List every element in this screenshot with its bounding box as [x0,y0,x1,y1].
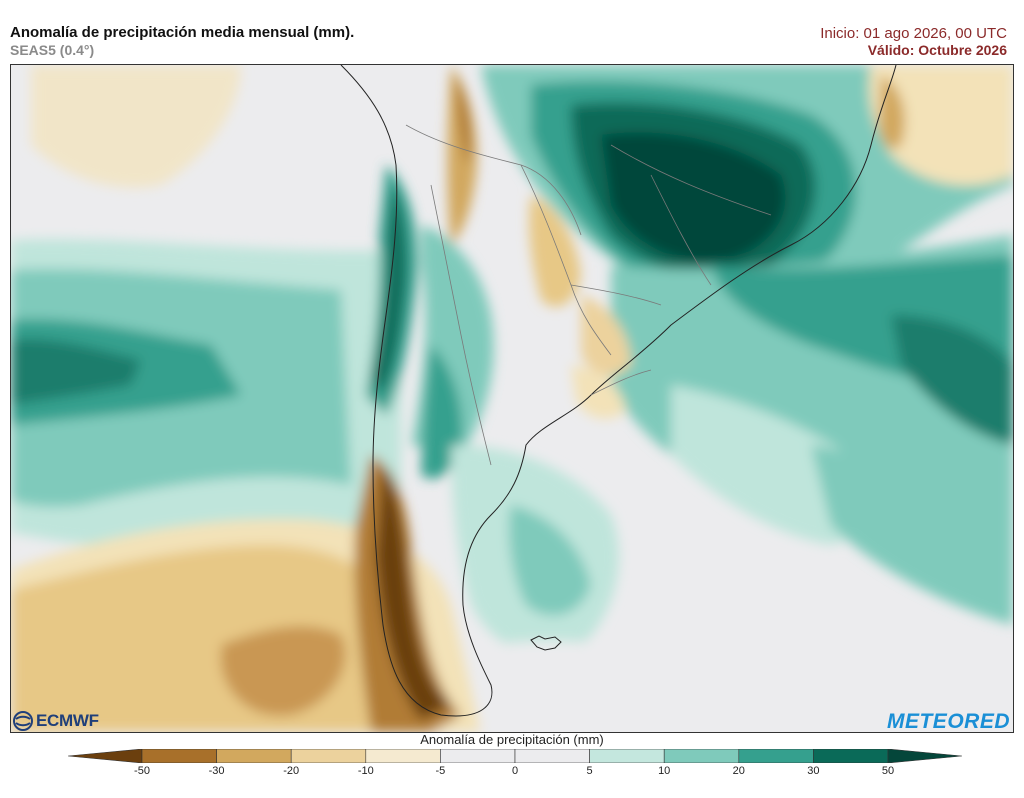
colorbar-tick-label: 5 [586,765,593,777]
colorbar-tick-label: -30 [208,765,225,777]
colorbar-tick-label: 30 [807,765,820,777]
ecmwf-logo-text: ECMWF [36,711,99,730]
ecmwf-swirl-icon [13,711,33,731]
colorbar-segment [589,749,665,763]
map-title: Anomalía de precipitación media mensual … [10,24,355,41]
colorbar-segment [514,749,590,763]
meteored-logo: METEORED [886,710,1010,733]
valid-date: Válido: Octubre 2026 [867,42,1007,58]
init-date: Inicio: 01 ago 2026, 00 UTC [820,25,1007,42]
colorbar-segment [440,749,516,763]
colorbar-segment [290,749,367,763]
precipitation-anomaly-map [10,64,1014,733]
colorbar-title: Anomalía de precipitación (mm) [420,732,604,747]
coastlines [340,65,897,717]
colorbar-tick-label: 20 [732,765,745,777]
colorbar-segment [663,749,740,763]
colorbar-extend-high [887,749,962,763]
model-subtitle: SEAS5 (0.4°) [10,42,95,58]
colorbar-segment [813,749,889,763]
colorbar-tick-label: 0 [511,765,519,777]
colorbar-tick-label: -20 [283,765,300,777]
ecmwf-logo: ECMWF [12,711,99,731]
colorbar-segment [141,749,217,763]
colorbar-tick-label: 50 [881,765,895,777]
colorbar-segment [365,749,441,763]
colorbar-segment [738,749,814,763]
colorbar-segment [216,749,292,763]
colorbar-tick-label: -5 [435,765,446,777]
country-borders [405,124,772,466]
falkland-islands [530,635,562,651]
colorbar-tick-label: -50 [134,765,150,777]
colorbar [68,749,962,763]
colorbar-extend-low [68,749,143,763]
anomaly-field [11,65,1013,732]
colorbar-tick-label: -10 [357,765,374,777]
colorbar-tick-label: 10 [658,765,671,777]
